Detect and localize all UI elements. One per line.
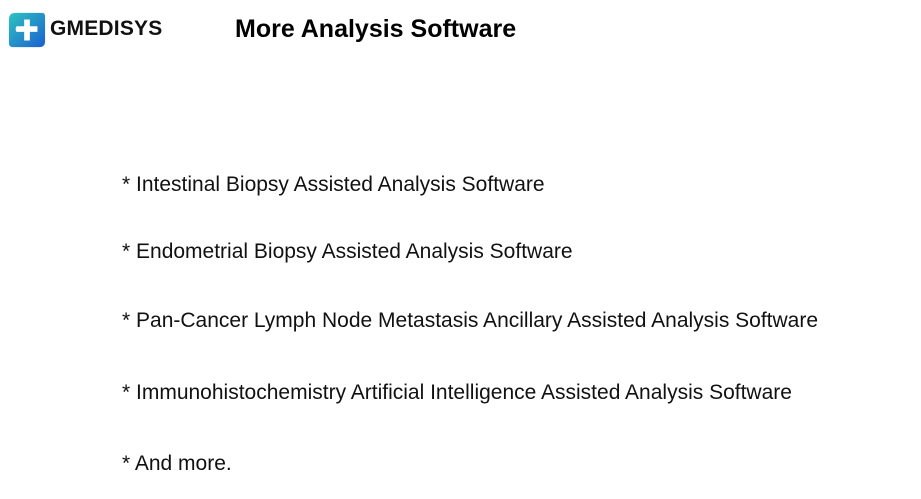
list-item: * Immunohistochemistry Artificial Intell… (122, 381, 792, 404)
list-item: * Intestinal Biopsy Assisted Analysis So… (122, 173, 545, 196)
logo-cross-icon (8, 12, 46, 48)
list-item: * Pan-Cancer Lymph Node Metastasis Ancil… (122, 309, 819, 332)
list-item: * Endometrial Biopsy Assisted Analysis S… (122, 240, 573, 263)
logo (8, 11, 46, 49)
brand-name: GMEDISYS (50, 17, 163, 40)
list-item: * And more. (122, 452, 232, 475)
page-title: More Analysis Software (235, 15, 517, 43)
